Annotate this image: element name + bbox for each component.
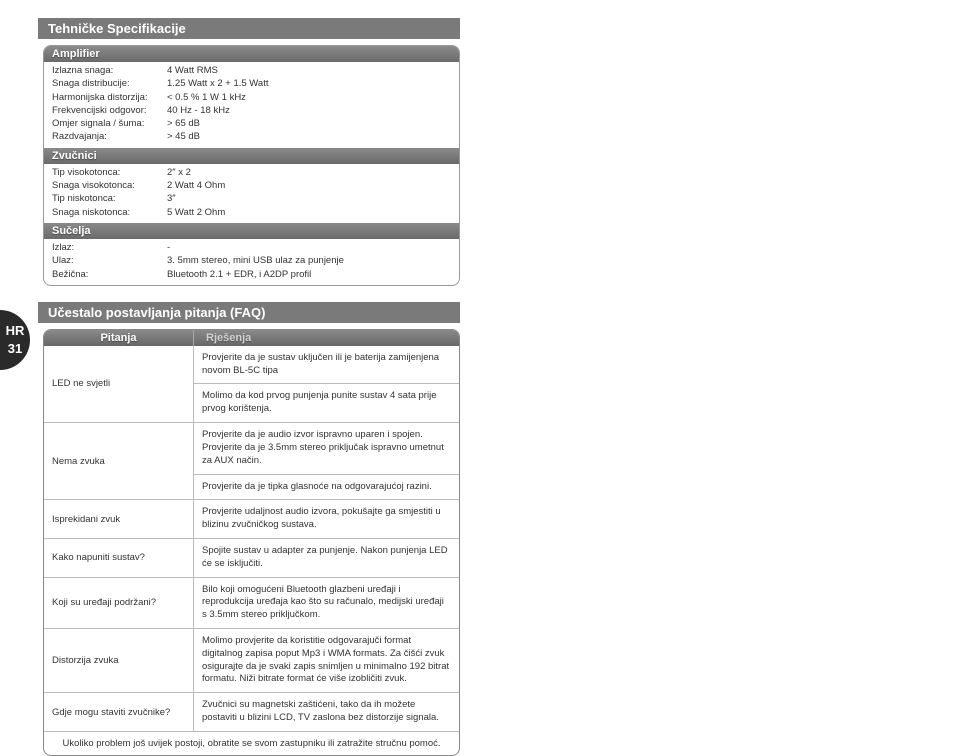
spec-row: Snaga niskotonca:5 Watt 2 Ohm (52, 206, 451, 219)
spec-row: Izlaz:- (52, 241, 451, 254)
faq-title: Učestalo postavljanja pitanja (FAQ) (38, 302, 460, 323)
faq-question: Distorzija zvuka (44, 629, 194, 692)
spec-value: 2″ x 2 (167, 166, 451, 179)
spec-value: > 65 dB (167, 117, 451, 130)
spec-value: 2 Watt 4 Ohm (167, 179, 451, 192)
faq-question: LED ne svjetli (44, 346, 194, 422)
spec-row: Izlazna snaga:4 Watt RMS (52, 64, 451, 77)
spec-label: Razdvajanja: (52, 130, 167, 143)
spec-value: < 0.5 % 1 W 1 kHz (167, 91, 451, 104)
faq-answer: Spojite sustav u adapter za punjenje. Na… (194, 539, 459, 577)
faq-header-q: Pitanja (44, 330, 194, 346)
spec-label: Snaga distribucije: (52, 77, 167, 90)
spec-label: Frekvencijski odgovor: (52, 104, 167, 117)
faq-answer: Zvučnici su magnetski zaštićeni, tako da… (194, 693, 459, 731)
spec-value: - (167, 241, 451, 254)
faq-answer: Provjerite da je tipka glasnoće na odgov… (194, 474, 459, 500)
faq-box: Pitanja Rješenja LED ne svjetliProvjerit… (43, 329, 460, 756)
spec-label: Izlazna snaga: (52, 64, 167, 77)
spec-row: Snaga visokotonca:2 Watt 4 Ohm (52, 179, 451, 192)
faq-answer: Provjerite da je audio izvor ispravno up… (194, 423, 459, 473)
spec-label: Ulaz: (52, 254, 167, 267)
faq-question: Gdje mogu staviti zvučnike? (44, 693, 194, 731)
spec-row: Razdvajanja:> 45 dB (52, 130, 451, 143)
spec-value: > 45 dB (167, 130, 451, 143)
specs-title: Tehničke Specifikacije (38, 18, 460, 39)
faq-row: Kako napuniti sustav?Spojite sustav u ad… (44, 538, 459, 577)
spec-label: Harmonijska distorzija: (52, 91, 167, 104)
spec-group-header: Amplifier (44, 46, 459, 62)
spec-value: Bluetooth 2.1 + EDR, i A2DP profil (167, 268, 451, 281)
spec-row: Harmonijska distorzija:< 0.5 % 1 W 1 kHz (52, 91, 451, 104)
spec-row: Tip niskotonca:3″ (52, 192, 451, 205)
spec-label: Izlaz: (52, 241, 167, 254)
spec-row: Bežična:Bluetooth 2.1 + EDR, i A2DP prof… (52, 268, 451, 281)
spec-label: Tip niskotonca: (52, 192, 167, 205)
faq-answer: Provjerite udaljnost audio izvora, pokuš… (194, 500, 459, 538)
faq-header: Pitanja Rješenja (44, 330, 459, 346)
faq-answer: Bilo koji omogućeni Bluetooth glazbeni u… (194, 578, 459, 628)
spec-value: 5 Watt 2 Ohm (167, 206, 451, 219)
faq-row: Nema zvukaProvjerite da je audio izvor i… (44, 422, 459, 499)
spec-group-header: Sučelja (44, 223, 459, 239)
spec-value: 40 Hz - 18 kHz (167, 104, 451, 117)
faq-row: Koji su uređaji podržani?Bilo koji omogu… (44, 577, 459, 628)
spec-label: Snaga visokotonca: (52, 179, 167, 192)
spec-group-header: Zvučnici (44, 148, 459, 164)
spec-row: Ulaz:3. 5mm stereo, mini USB ulaz za pun… (52, 254, 451, 267)
spec-label: Omjer signala / šuma: (52, 117, 167, 130)
faq-answer: Provjerite da je sustav uključen ili je … (194, 346, 459, 384)
spec-value: 1.25 Watt x 2 + 1.5 Watt (167, 77, 451, 90)
faq-answer: Molimo da kod prvog punjenja punite sust… (194, 383, 459, 422)
faq-question: Isprekidani zvuk (44, 500, 194, 538)
spec-row: Snaga distribucije:1.25 Watt x 2 + 1.5 W… (52, 77, 451, 90)
page-badge: HR 31 (0, 310, 30, 370)
faq-question: Kako napuniti sustav? (44, 539, 194, 577)
faq-row: Isprekidani zvukProvjerite udaljnost aud… (44, 499, 459, 538)
spec-value: 3″ (167, 192, 451, 205)
spec-value: 4 Watt RMS (167, 64, 451, 77)
faq-header-a: Rješenja (194, 330, 459, 346)
badge-page: 31 (8, 340, 22, 358)
faq-question: Koji su uređaji podržani? (44, 578, 194, 628)
spec-row: Omjer signala / šuma:> 65 dB (52, 117, 451, 130)
spec-row: Frekvencijski odgovor:40 Hz - 18 kHz (52, 104, 451, 117)
faq-footer: Ukoliko problem još uvijek postoji, obra… (44, 731, 459, 755)
faq-row: Distorzija zvukaMolimo provjerite da kor… (44, 628, 459, 692)
spec-label: Snaga niskotonca: (52, 206, 167, 219)
faq-row: Gdje mogu staviti zvučnike?Zvučnici su m… (44, 692, 459, 731)
spec-label: Tip visokotonca: (52, 166, 167, 179)
faq-row: LED ne svjetliProvjerite da je sustav uk… (44, 346, 459, 422)
spec-label: Bežična: (52, 268, 167, 281)
badge-lang: HR (6, 322, 25, 340)
faq-answer: Molimo provjerite da koristitie odgovara… (194, 629, 459, 692)
faq-question: Nema zvuka (44, 423, 194, 499)
spec-row: Tip visokotonca:2″ x 2 (52, 166, 451, 179)
spec-value: 3. 5mm stereo, mini USB ulaz za punjenje (167, 254, 451, 267)
specs-box: Amplifier Izlazna snaga:4 Watt RMSSnaga d… (43, 45, 460, 286)
